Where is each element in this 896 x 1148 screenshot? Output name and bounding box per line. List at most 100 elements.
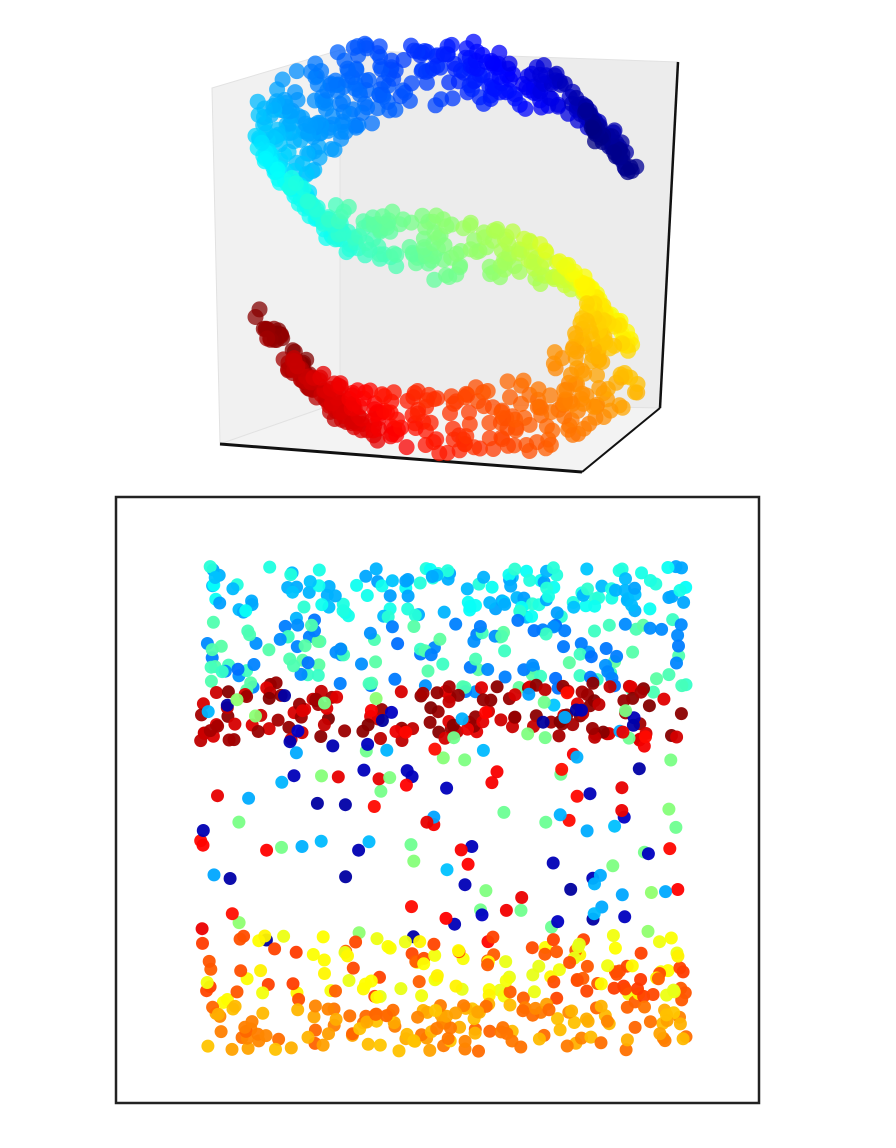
embedding-point	[388, 672, 402, 686]
embedding-point	[472, 1044, 485, 1058]
s-curve-point	[282, 115, 299, 132]
embedding-point	[214, 639, 228, 653]
embedding-point	[277, 929, 291, 943]
embedding-point	[580, 1012, 593, 1026]
embedding-point	[562, 656, 576, 670]
embedding-point	[271, 713, 285, 727]
embedding-point	[539, 815, 553, 829]
embedding-point	[664, 931, 678, 945]
s-curve-point	[403, 37, 419, 54]
embedding-point	[362, 677, 376, 691]
embedding-point	[234, 964, 248, 978]
s-curve-3d-plot	[211, 33, 680, 474]
embedding-point	[415, 989, 429, 1003]
s-curve-point	[583, 119, 600, 136]
embedding-point	[669, 820, 683, 834]
embedding-point	[525, 941, 539, 955]
s-curve-point	[465, 33, 482, 50]
embedding-point	[430, 969, 444, 983]
embedding-point	[259, 1029, 273, 1043]
embedding-point	[336, 604, 350, 618]
embedding-point	[275, 775, 289, 789]
embedding-point	[496, 1021, 510, 1035]
embedding-point	[232, 815, 246, 829]
embedding-point	[329, 1012, 343, 1026]
s-curve-point	[257, 150, 274, 167]
embedding-point	[401, 589, 415, 603]
embedding-point	[312, 563, 326, 577]
embedding-point	[475, 681, 488, 695]
embedding-point	[526, 658, 540, 672]
embedding-point	[610, 967, 624, 981]
embedding-point	[411, 1010, 425, 1024]
embedding-point	[676, 1032, 690, 1046]
embedding-point	[241, 1041, 255, 1055]
embedding-point	[441, 1032, 455, 1045]
embedding-point	[385, 705, 398, 719]
embedding-point	[424, 701, 438, 715]
s-curve-point	[578, 312, 595, 329]
embedding-point	[674, 707, 688, 721]
embedding-point	[374, 732, 387, 745]
embedding-point	[389, 725, 403, 738]
embedding-point	[321, 1002, 335, 1016]
s-curve-point	[322, 75, 339, 92]
embedding-point	[272, 1032, 286, 1046]
embedding-point	[343, 1009, 357, 1023]
embedding-point	[359, 569, 373, 583]
embedding-point	[316, 930, 330, 944]
embedding-point	[423, 1043, 437, 1057]
s-curve-point	[448, 245, 465, 262]
embedding-point	[584, 1030, 598, 1044]
embedding-point	[350, 578, 364, 592]
embedding-point	[675, 679, 689, 693]
s-curve-point	[364, 115, 380, 132]
embedding-point	[196, 838, 210, 852]
embedding-point	[529, 1001, 542, 1015]
embedding-point	[603, 680, 617, 694]
s-curve-point	[546, 344, 563, 361]
embedding-point	[485, 776, 499, 790]
embedding-point	[625, 598, 639, 612]
s-curve-point	[437, 267, 454, 284]
embedding-point	[655, 622, 669, 636]
embedding-point	[440, 863, 454, 877]
embedding-point	[211, 789, 224, 803]
embedding-point	[260, 843, 274, 857]
embedding-point	[206, 615, 220, 629]
embedding-point	[392, 1044, 406, 1058]
embedding-point	[401, 573, 415, 586]
embedding-point	[359, 977, 372, 991]
embedding-point	[362, 835, 376, 849]
embedding-point	[287, 769, 301, 783]
s-curve-point	[335, 203, 352, 220]
embedding-point	[341, 949, 354, 963]
embedding-point	[539, 627, 553, 641]
s-curve-point	[425, 434, 442, 451]
embedding-point	[483, 1024, 497, 1038]
embedding-point	[311, 634, 325, 648]
s-curve-point	[574, 275, 591, 291]
embedding-point	[430, 686, 444, 700]
embedding-point	[262, 691, 276, 705]
s-curve-point	[567, 325, 584, 342]
s-curve-point	[360, 72, 377, 88]
embedding-point	[306, 948, 320, 961]
embedding-point	[322, 580, 336, 593]
embedding-point	[342, 974, 356, 987]
s-curve-point	[443, 36, 460, 53]
embedding-point	[584, 650, 598, 664]
embedding-point	[439, 911, 453, 925]
s-curve-point	[269, 161, 286, 178]
embedding-point	[527, 985, 541, 999]
embedding-point	[650, 672, 663, 686]
embedding-point	[572, 937, 586, 951]
embedding-2d-plot	[114, 495, 761, 1105]
s-curve-point	[461, 404, 477, 421]
embedding-point	[490, 680, 504, 694]
embedding-point	[458, 878, 472, 892]
embedding-point	[465, 840, 479, 853]
embedding-point	[609, 583, 622, 597]
embedding-point	[671, 883, 685, 896]
